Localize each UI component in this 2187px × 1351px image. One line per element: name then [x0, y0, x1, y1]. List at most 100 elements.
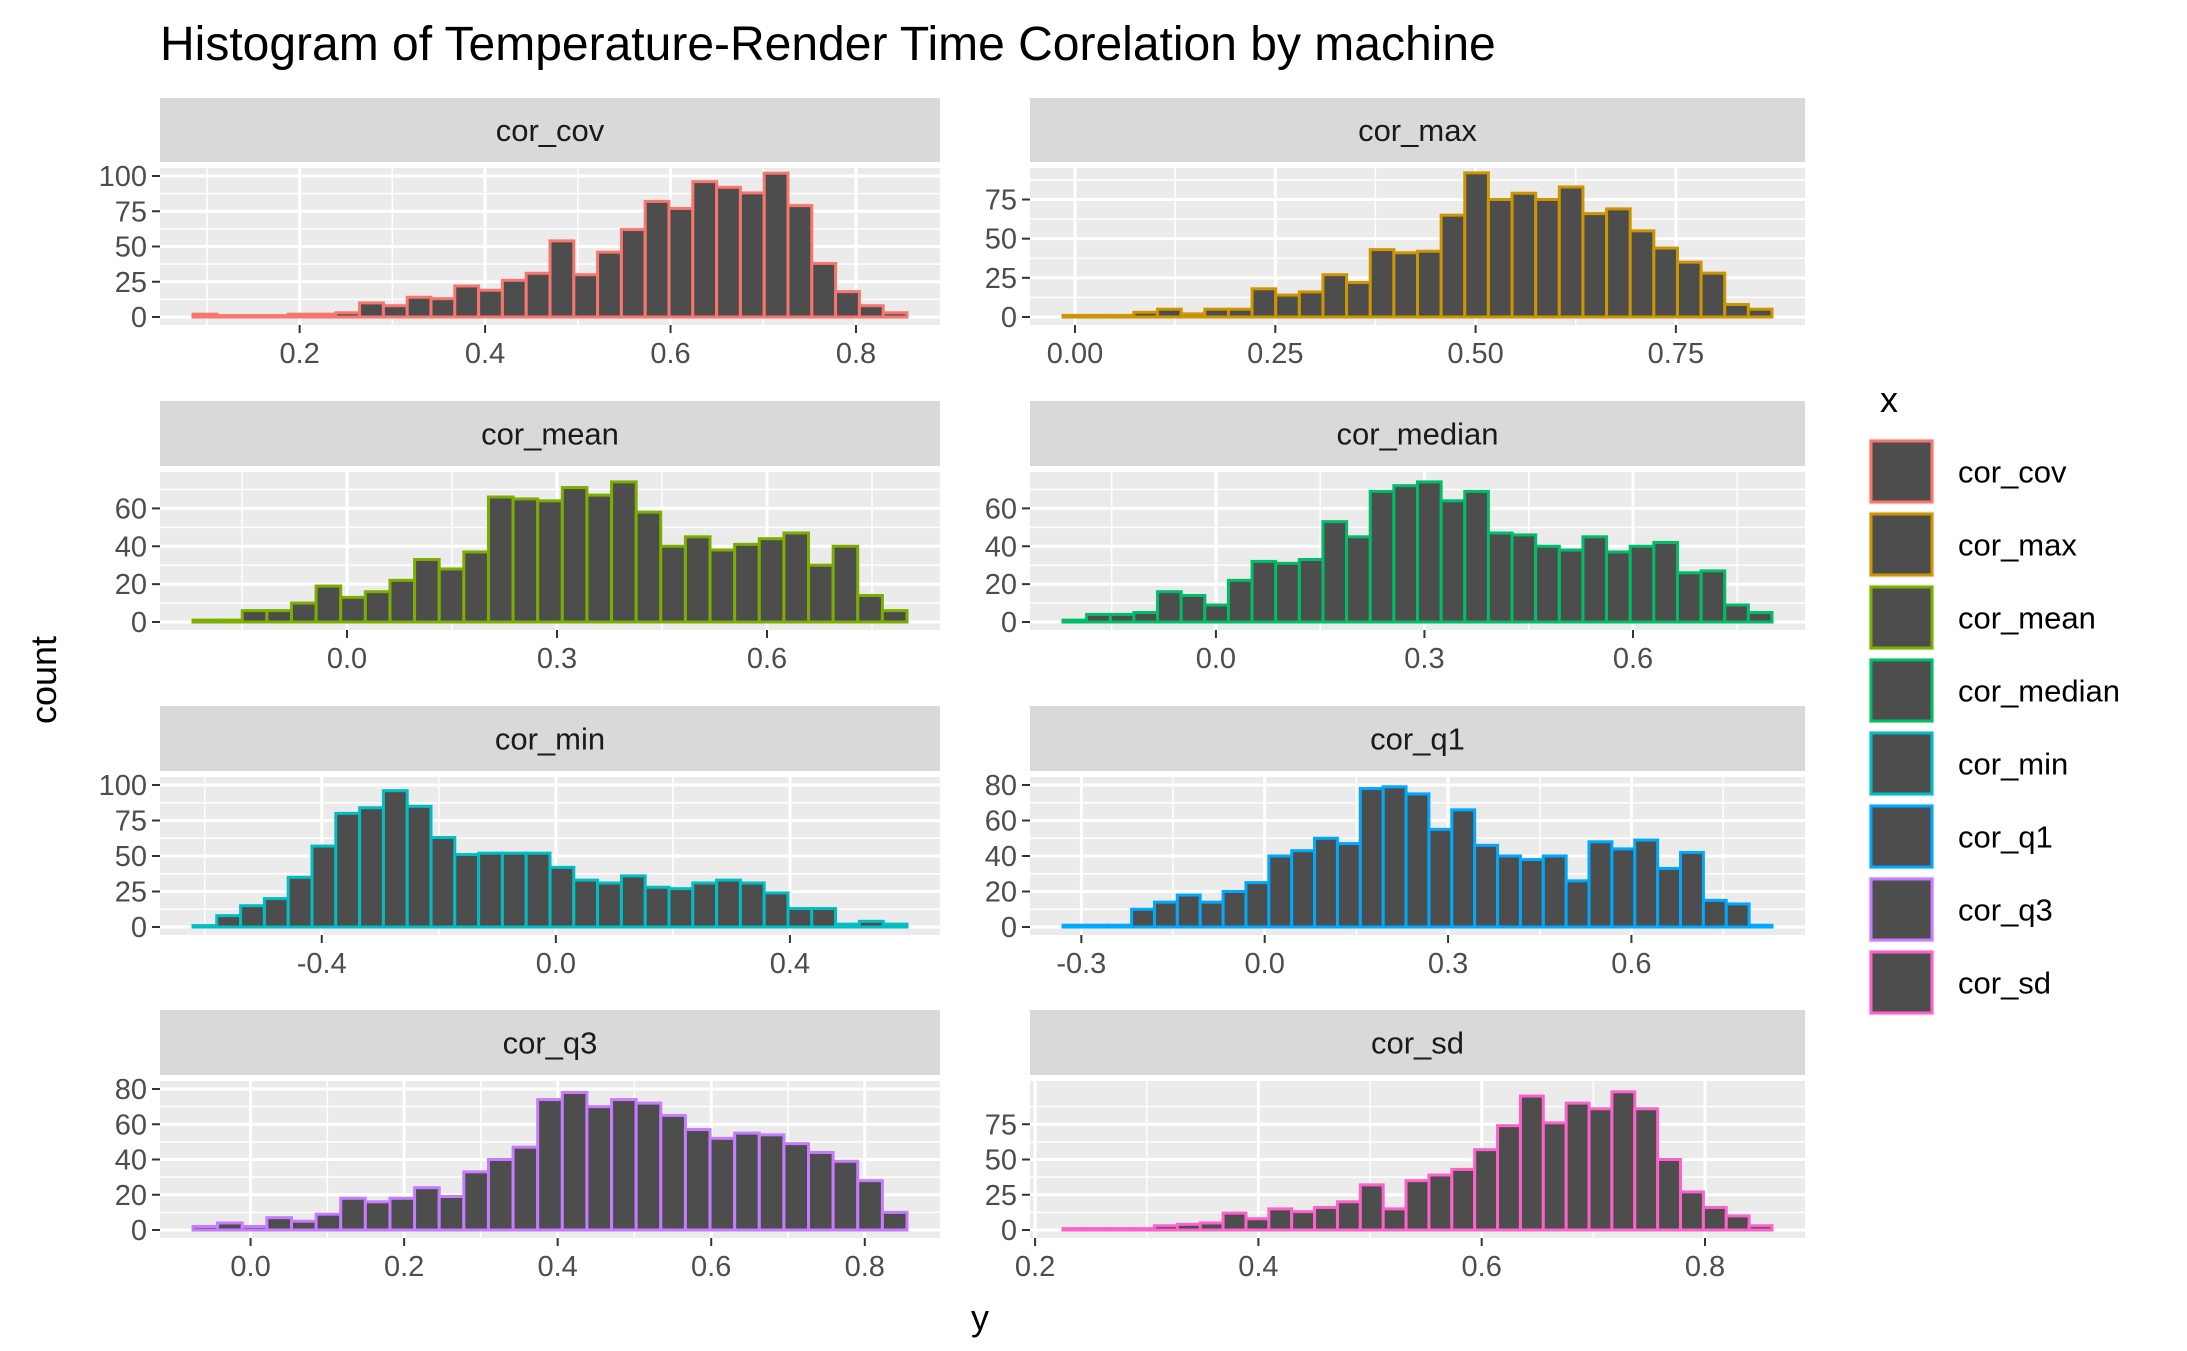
- y-axis-title: count: [23, 636, 64, 724]
- histogram-bar: [511, 1145, 540, 1232]
- legend-label-cor_q3: cor_q3: [1958, 893, 2053, 928]
- histogram-bar: [536, 1098, 564, 1232]
- x-tick-label: 0.00: [1047, 338, 1103, 370]
- x-tick-label: -0.3: [1056, 948, 1106, 980]
- histogram-bar: [1518, 858, 1545, 929]
- histogram-bar: [453, 284, 481, 319]
- y-tick-label: 60: [985, 806, 1017, 838]
- legend-swatch-cor_max: [1869, 512, 1934, 577]
- x-tick-label: 0.3: [1428, 948, 1468, 980]
- y-tick-label: 0: [131, 912, 147, 944]
- histogram-bar: [667, 887, 695, 929]
- histogram-bar: [314, 1212, 343, 1232]
- histogram-bar: [1250, 559, 1278, 624]
- x-tick-label: 0.25: [1247, 338, 1303, 370]
- x-tick-label: 0.2: [384, 1251, 424, 1283]
- histogram-bar: [1321, 520, 1349, 624]
- y-tick-label: 50: [115, 232, 147, 264]
- histogram-bar: [1152, 900, 1179, 929]
- histogram-bar: [691, 881, 719, 929]
- histogram-bar: [619, 228, 647, 319]
- histogram-bar: [738, 881, 766, 929]
- histogram-bar: [1290, 849, 1317, 929]
- histogram-bar: [708, 548, 737, 624]
- facet-strip-label: cor_sd: [1371, 1026, 1464, 1061]
- y-tick-label: 40: [985, 531, 1017, 563]
- histogram-bar: [240, 1224, 269, 1232]
- facet-strip-label: cor_max: [1358, 113, 1477, 148]
- histogram-bar: [715, 878, 742, 929]
- histogram-bar: [1221, 1211, 1248, 1232]
- histogram-bar: [1335, 842, 1362, 929]
- histogram-bar: [807, 1150, 835, 1232]
- legend: x cor_cov cor_max cor_mean cor_median cor_mi…: [1868, 379, 2120, 1016]
- histogram-bar: [1244, 881, 1271, 929]
- histogram-bar: [1226, 307, 1254, 319]
- histogram-bar: [810, 907, 838, 929]
- histogram-bar: [388, 578, 417, 624]
- histogram-bar: [429, 836, 457, 929]
- y-tick-label: 0: [1001, 302, 1017, 334]
- y-tick-label: 75: [115, 806, 147, 838]
- facet-strip: [1030, 401, 1805, 466]
- histogram-bar: [1392, 251, 1420, 319]
- histogram-bar: [1581, 535, 1609, 624]
- x-tick-label: 0.6: [1462, 1251, 1502, 1283]
- facet-cor_mean: cor_mean 0.0 0.3 0.6 0 20 40 60: [115, 401, 940, 675]
- facet-strip: [160, 1010, 940, 1075]
- histogram-bar: [1061, 923, 1088, 929]
- y-tick-label: 25: [115, 267, 147, 299]
- y-tick-label: 75: [115, 196, 147, 228]
- histogram-bar: [1652, 540, 1679, 624]
- histogram-bar: [1381, 1207, 1408, 1232]
- histogram-bar: [405, 295, 433, 319]
- histogram-bar: [1628, 544, 1656, 624]
- histogram-bar: [1510, 191, 1538, 319]
- histogram-bar: [381, 789, 409, 929]
- histogram-bar: [310, 312, 338, 319]
- legend-swatch-cor_q1: [1869, 804, 1934, 869]
- histogram-bar: [857, 919, 885, 929]
- histogram-bar: [437, 1195, 466, 1232]
- histogram-bar: [1132, 611, 1160, 624]
- x-tick-label: 0.3: [1404, 643, 1444, 675]
- histogram-bar: [262, 897, 290, 929]
- x-axis-title: y: [971, 1297, 989, 1338]
- histogram-bar: [1427, 827, 1454, 929]
- histogram-bar: [1404, 792, 1431, 929]
- histogram-bar: [1724, 1214, 1751, 1232]
- histogram-bar: [610, 1098, 638, 1232]
- histogram-bar: [834, 922, 861, 929]
- legend-swatch-cor_mean: [1869, 585, 1934, 650]
- histogram-bar: [782, 531, 811, 624]
- histogram-bar: [1541, 854, 1568, 929]
- histogram-bar: [1496, 1124, 1522, 1232]
- y-tick-label: 60: [115, 493, 147, 525]
- facet-strip-label: cor_min: [495, 722, 605, 757]
- facet-strip-label: cor_cov: [496, 113, 605, 148]
- histogram-bar: [1368, 248, 1396, 319]
- histogram-bar: [1723, 603, 1750, 624]
- histogram-bar: [413, 1186, 441, 1232]
- histogram-bar: [191, 1224, 220, 1232]
- histogram-bar: [1486, 198, 1514, 319]
- x-tick-label: 0.6: [691, 1251, 731, 1283]
- histogram-bar: [831, 1159, 860, 1232]
- histogram-bar: [1221, 890, 1248, 929]
- y-tick-label: 60: [985, 493, 1017, 525]
- histogram-bar: [1605, 207, 1632, 319]
- histogram-bar: [733, 1131, 761, 1232]
- y-tick-label: 20: [115, 1180, 147, 1212]
- histogram-bar: [1313, 1205, 1339, 1232]
- histogram-bar: [334, 311, 362, 319]
- histogram-bar: [216, 1221, 244, 1232]
- histogram-bar: [1175, 1222, 1202, 1232]
- histogram-bar: [388, 1196, 417, 1232]
- facet-strip: [1030, 98, 1805, 162]
- histogram-bar: [1130, 1227, 1156, 1232]
- histogram-bar: [1746, 307, 1774, 319]
- histogram-bar: [1198, 900, 1225, 929]
- y-tick-label: 50: [115, 841, 147, 873]
- histogram-bar: [572, 273, 600, 319]
- chart-title: Histogram of Temperature-Render Time Cor…: [160, 18, 1496, 71]
